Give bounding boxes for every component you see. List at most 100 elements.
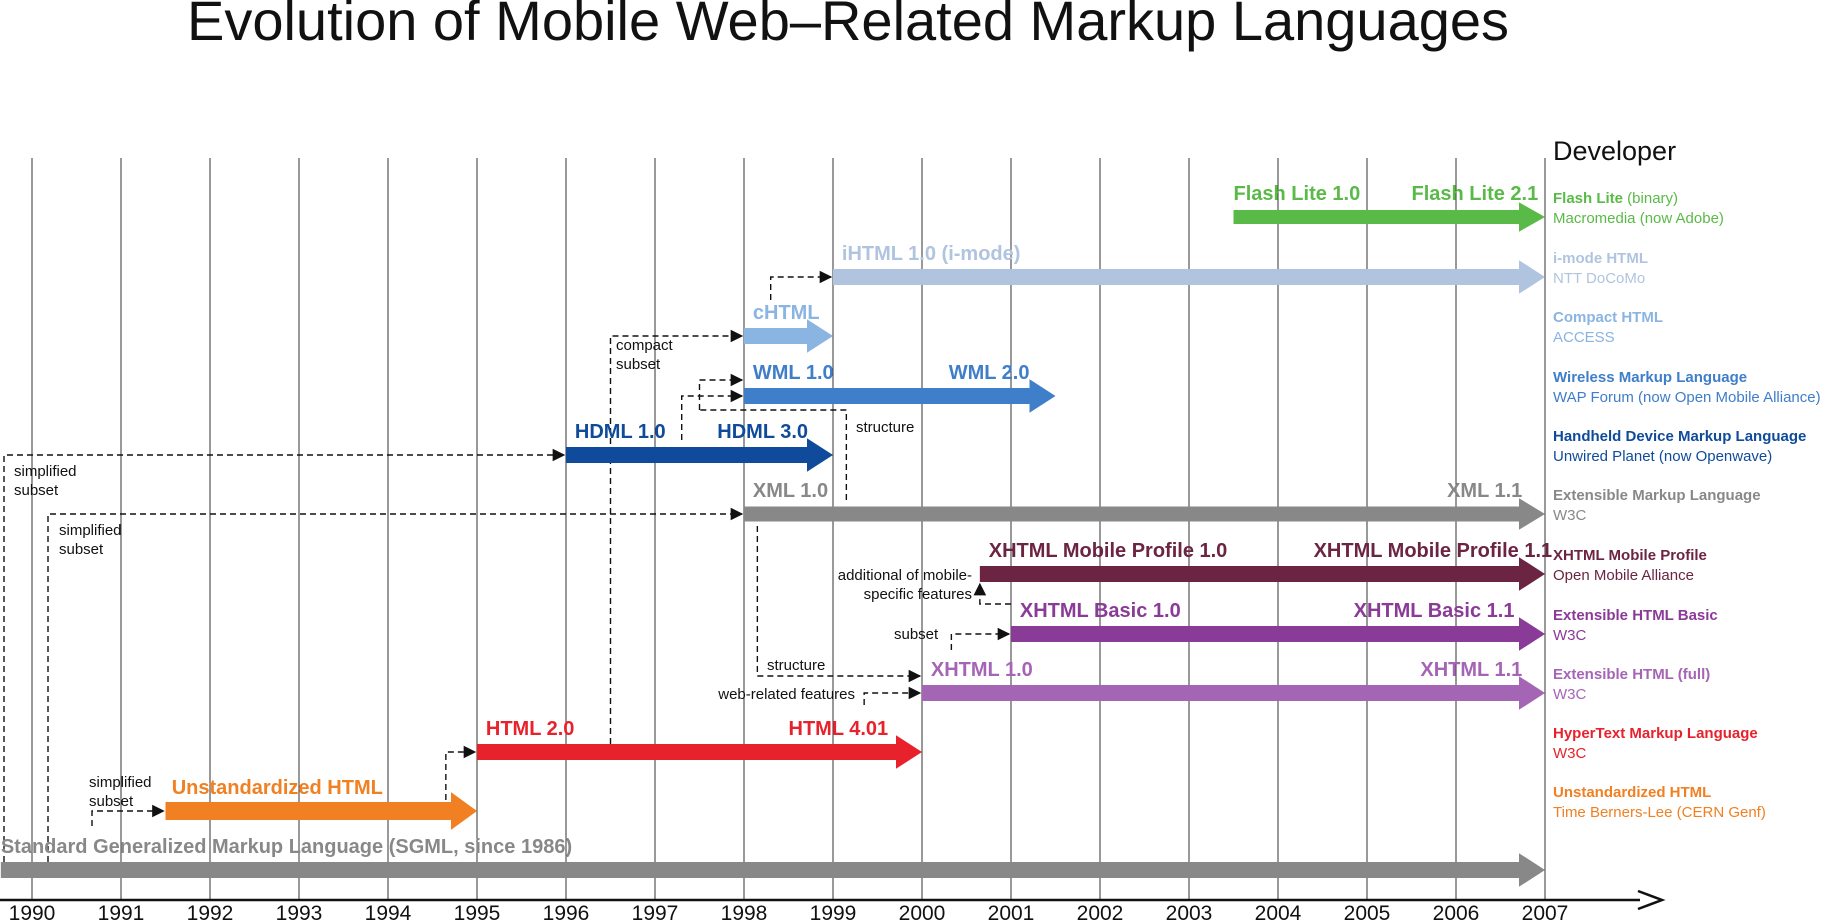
version-label-xml-0: XML 1.0: [753, 480, 828, 502]
version-label-xhtml_mp-1: XHTML Mobile Profile 1.1: [1314, 540, 1553, 562]
connector-html-xhtml: [863, 686, 922, 705]
year-label-1990: 1990: [9, 902, 56, 924]
legend-item-xhtml_mp: XHTML Mobile Profile Open Mobile Alliance: [1553, 547, 1707, 584]
connector-hdml-wml: [681, 389, 744, 440]
axis-arrowhead: [1637, 889, 1666, 911]
version-label-xml-1: XML 1.1: [1447, 480, 1522, 502]
connector-hdml-wml-2: [698, 373, 744, 410]
connector-sgml-hdml: [3, 448, 566, 862]
version-label-xhtml_mp-0: XHTML Mobile Profile 1.0: [989, 540, 1228, 562]
diagram-title: Evolution of Mobile Web–Related Markup L…: [187, 0, 1509, 52]
annotation-compact-subset-2: subset: [616, 356, 661, 373]
legend-name-xhtml: Extensible HTML (full): [1553, 666, 1710, 683]
annotation-simplified-subset-sgml-html-2: subset: [89, 793, 134, 810]
annotation-compact-subset: compact: [616, 337, 674, 354]
bar-wml: WML 1.0 WML 2.0: [744, 362, 1056, 413]
bar-arrow-imode: [833, 260, 1545, 294]
connector-xml-xhtml: [756, 526, 922, 683]
bar-arrow-xhtml_basic: [1011, 617, 1545, 651]
bar-imode: iHTML 1.0 (i-mode): [833, 243, 1545, 294]
annotation-additional-features: additional of mobile-: [838, 567, 972, 584]
bar-arrow-xml: [744, 498, 1545, 530]
time-axis: 1990 1991 1992 1993 1994 1995 1996 1997 1998 1999…: [0, 889, 1666, 924]
legend-name-unstd: Unstandardized HTML: [1553, 784, 1711, 801]
legend-name-html: HyperText Markup Language: [1553, 725, 1758, 742]
year-label-1992: 1992: [187, 902, 234, 924]
bar-xhtml_mp: XHTML Mobile Profile 1.0 XHTML Mobile Pro…: [979, 540, 1553, 591]
year-label-2000: 2000: [899, 902, 946, 924]
annotation-subset: subset: [894, 626, 939, 643]
legend-developer-flash: Macromedia (now Adobe): [1553, 210, 1724, 227]
legend-name-flash: Flash Lite (binary): [1553, 190, 1678, 207]
year-label-1993: 1993: [276, 902, 323, 924]
connector-basic-mp: [973, 582, 1011, 605]
legend-item-flash: Flash Lite (binary) Macromedia (now Adobe…: [1553, 190, 1724, 227]
annotation-web-related-features: web-related features: [717, 686, 855, 703]
annotation-simplified-subset-sgml-xml-2: subset: [59, 541, 104, 558]
legend-developer-unstd: Time Berners-Lee (CERN Genf): [1553, 804, 1766, 821]
legend-developer-chtml: ACCESS: [1553, 329, 1615, 346]
year-label-1994: 1994: [365, 902, 412, 924]
version-label-html-1: HTML 4.01: [789, 718, 889, 740]
legend-developer-xhtml: W3C: [1553, 686, 1587, 703]
legend-name-xml: Extensible Markup Language: [1553, 487, 1761, 504]
annotation-simplified-subset-sgml-html: simplified: [89, 774, 152, 791]
version-label-wml-1: WML 2.0: [949, 362, 1030, 384]
bar-arrow-sgml: [0, 853, 1546, 887]
bar-html: HTML 2.0 HTML 4.01: [477, 718, 922, 769]
legend-item-unstd: Unstandardized HTML Time Berners-Lee (CER…: [1553, 784, 1766, 821]
legend-developer-wml: WAP Forum (now Open Mobile Alliance): [1553, 389, 1821, 406]
legend-developer-xhtml_basic: W3C: [1553, 627, 1587, 644]
bar-sgml: Standard Generalized Markup Language (SG…: [0, 836, 1546, 887]
legend-item-html: HyperText Markup Language W3C: [1553, 725, 1758, 762]
version-label-hdml-1: HDML 3.0: [717, 421, 808, 443]
annotation-simplified-subset-sgml-xml: simplified: [59, 522, 122, 539]
year-label-2002: 2002: [1077, 902, 1124, 924]
version-label-xhtml-0: XHTML 1.0: [931, 659, 1033, 681]
bar-arrow-wml: [744, 379, 1056, 413]
legend-item-chtml: Compact HTML ACCESS: [1553, 309, 1663, 346]
connector-html-chtml: [609, 329, 744, 744]
bar-flash: Flash Lite 1.0 Flash Lite 2.1: [1233, 183, 1545, 232]
bar-arrow-xhtml: [922, 676, 1545, 710]
legend-name-xhtml_mp: XHTML Mobile Profile: [1553, 547, 1707, 564]
year-label-2005: 2005: [1344, 902, 1391, 924]
legend-item-xhtml: Extensible HTML (full) W3C: [1553, 666, 1710, 703]
year-label-1999: 1999: [810, 902, 857, 924]
annotation-simplified-subset-sgml-hdml: simplified: [14, 463, 77, 480]
version-label-xhtml_basic-0: XHTML Basic 1.0: [1020, 600, 1181, 622]
connector-unstd-html: [445, 745, 477, 800]
bar-arrow-xhtml_mp: [979, 557, 1545, 591]
bar-xhtml_basic: XHTML Basic 1.0 XHTML Basic 1.1: [1011, 600, 1545, 651]
year-label-2003: 2003: [1166, 902, 1213, 924]
version-label-hdml-0: HDML 1.0: [575, 421, 666, 443]
legend-name-hdml: Handheld Device Markup Language: [1553, 428, 1806, 445]
legend-name-xhtml_basic: Extensible HTML Basic: [1553, 607, 1718, 624]
bar-arrow-unstd: [165, 792, 477, 830]
version-label-imode-0: iHTML 1.0 (i-mode): [842, 243, 1021, 265]
language-bars: Flash Lite 1.0 Flash Lite 2.1 iHTML 1.0 (i…: [0, 183, 1553, 887]
version-label-sgml-0: Standard Generalized Markup Language (SG…: [1, 836, 572, 858]
bar-xml: XML 1.0 XML 1.1: [744, 480, 1545, 530]
version-label-flash-0: Flash Lite 1.0: [1234, 183, 1361, 205]
legend-developer-xml: W3C: [1553, 507, 1587, 524]
bar-hdml: HDML 1.0 HDML 3.0: [566, 421, 833, 472]
bar-unstd: Unstandardized HTML: [165, 777, 477, 830]
relationship-connectors: [3, 270, 1011, 862]
bar-arrow-html: [477, 735, 922, 769]
bar-chtml: cHTML: [744, 302, 833, 353]
version-label-xhtml-1: XHTML 1.1: [1420, 659, 1522, 681]
legend-developer-hdml: Unwired Planet (now Openwave): [1553, 448, 1772, 465]
version-label-wml-0: WML 1.0: [753, 362, 834, 384]
legend-name-chtml: Compact HTML: [1553, 309, 1663, 326]
bar-arrow-hdml: [566, 438, 833, 472]
annotation-structure-xhtml: structure: [767, 657, 825, 674]
connector-chtml-imode: [770, 270, 833, 300]
version-label-unstd-0: Unstandardized HTML: [172, 777, 383, 799]
legend-item-hdml: Handheld Device Markup Language Unwired P…: [1553, 428, 1806, 465]
legend-item-xhtml_basic: Extensible HTML Basic W3C: [1553, 607, 1718, 644]
legend-developer-html: W3C: [1553, 745, 1587, 762]
bar-xhtml: XHTML 1.0 XHTML 1.1: [922, 659, 1545, 710]
bar-arrow-chtml: [744, 319, 833, 353]
